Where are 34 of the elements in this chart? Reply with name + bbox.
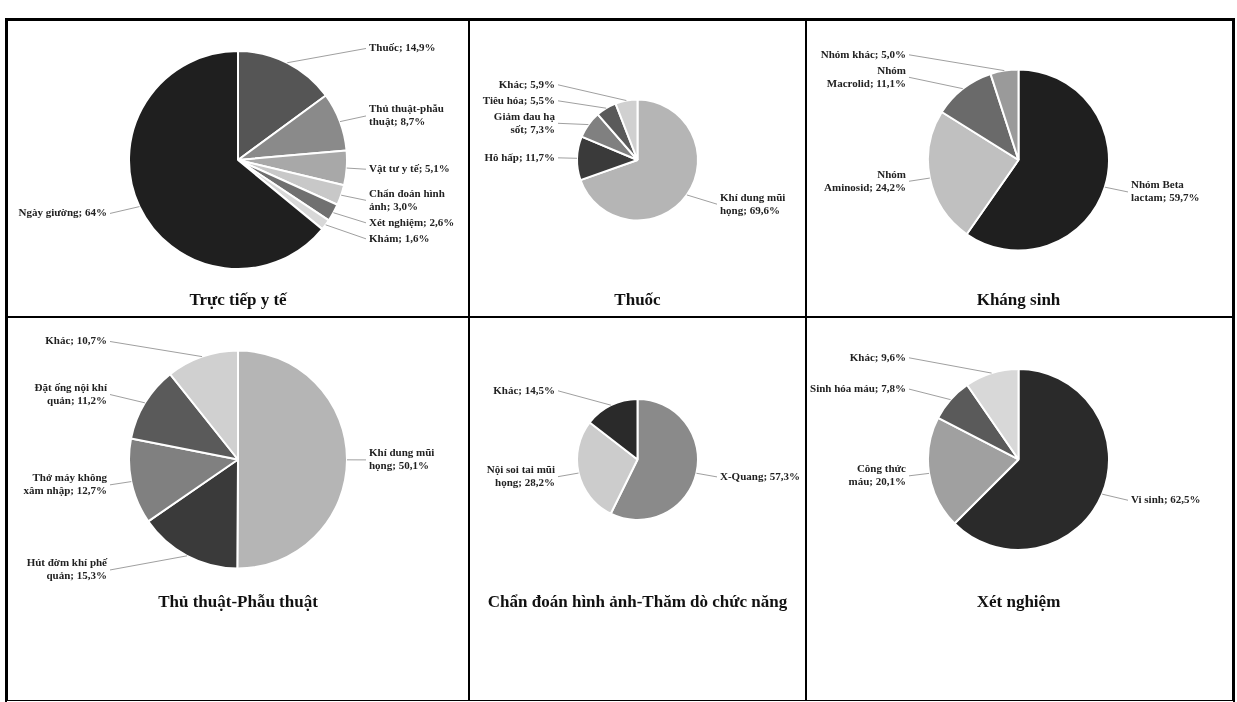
slice-label: Công thức máu; 20,1% [848,462,907,488]
text: Chẩn đoán hình ảnh-Thăm dò chức năng [487,592,788,612]
slice-label: Xét nghiệm; 2,6% [369,215,455,228]
slice-label: Ngày giường; 64% [18,206,107,219]
slice-label: Sinh hóa máu; 7,8% [810,381,906,394]
slice-label: Thủ thuật-phẫu thuật; 8,7% [369,102,444,128]
slice-label: Đặt ống nội khí quản; 11,2% [34,380,108,406]
slice-label: Nhóm Beta lactam; 59,7% [1131,178,1200,204]
text: Xét nghiệm [976,592,1061,612]
slice-label: Vi sinh; 62,5% [1131,493,1201,506]
slice-label: Vật tư y tế; 5,1% [369,162,450,175]
slice-label: Thở máy không xâm nhập; 12,7% [23,471,108,497]
slice-label: Khí dung mũi họng; 50,1% [369,446,435,472]
slice-label: Hô hấp; 11,7% [484,150,555,163]
text: Thủ thuật-Phẫu thuật [158,592,319,612]
text: Kháng sinh [976,290,1061,310]
slice-label: Giảm đau hạ sốt; 7,3% [493,109,556,135]
slice-label: Nội soi tai mũi họng; 28,2% [486,463,555,488]
slice-label: Nhóm Aminosid; 24,2% [824,167,906,193]
slice-label: Khác; 9,6% [849,350,906,363]
slice-label: Khác; 14,5% [493,383,555,396]
slice-label: Khí dung mũi họng; 69,6% [720,190,786,216]
slice-label: Nhóm khác; 5,0% [820,47,906,60]
text: Thuốc [614,290,662,310]
slice-label: Khám; 1,6% [369,231,430,244]
slice-label: Thuốc; 14,9% [369,41,436,54]
slice-label: X-Quang; 57,3% [720,469,801,482]
slice-label: Khác; 10,7% [45,334,107,347]
slice-label: Hút đờm khí phế quản; 15,3% [26,556,109,582]
slice-label: Tiêu hóa; 5,5% [482,93,555,106]
slice-label: Khác; 5,9% [498,77,555,90]
slice-label: Chẩn đoán hình ảnh; 3,0% [369,186,445,212]
slice-label: Nhóm Macrolid; 11,1% [826,63,906,89]
text: Trực tiếp y tế [189,290,289,310]
